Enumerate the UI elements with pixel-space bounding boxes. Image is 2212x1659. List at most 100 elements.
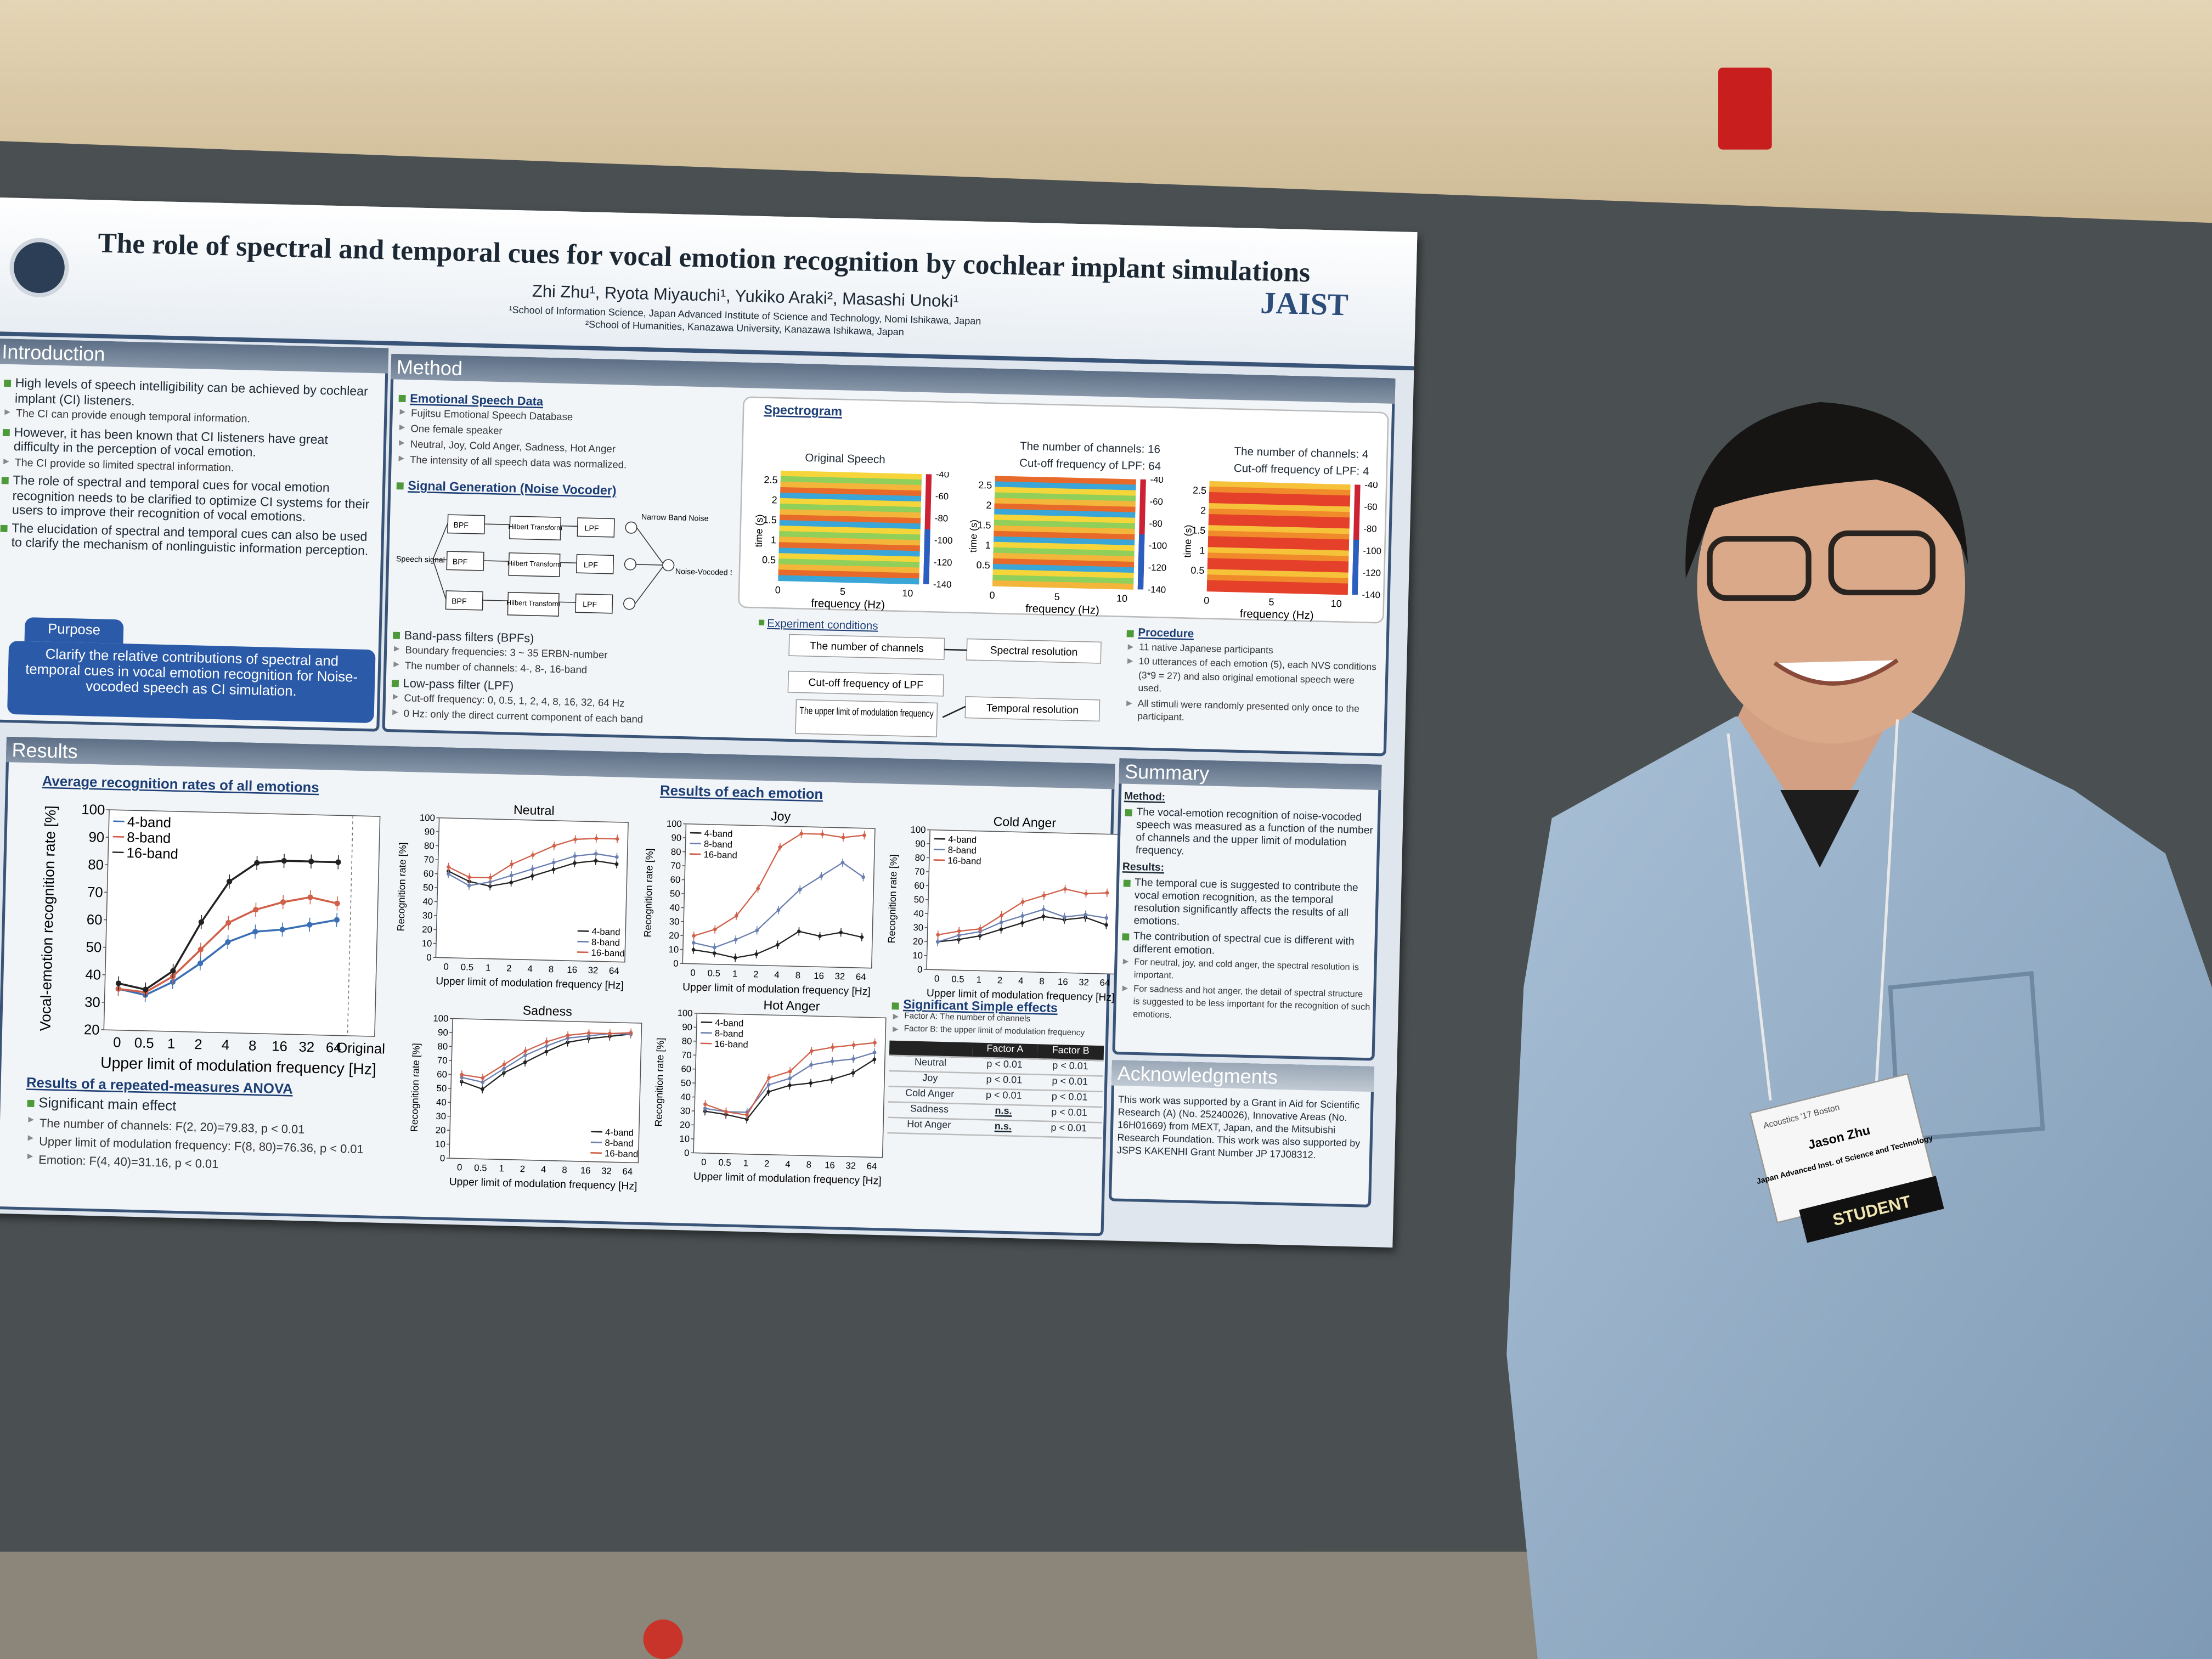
spectrogram-band [780,487,922,496]
y-axis-label: Recognition rate [%] [886,854,899,944]
column-header: Factor B [1037,1044,1104,1061]
x-tick-label: 64 [867,1161,877,1171]
data-point [143,986,149,992]
colorbar [923,529,930,585]
data-point [691,947,696,952]
data-point [488,876,493,880]
spectrogram-band [1209,481,1351,490]
label: Speech signal [396,554,445,564]
y-tick-label: 60 [87,912,103,928]
x-tick-label: 32 [845,1160,856,1171]
bullet [758,619,765,625]
y-tick-label: 100 [910,825,926,836]
data-point [872,1051,877,1054]
x-tick-label: 16 [272,1039,287,1054]
spectrogram-band [1208,525,1350,535]
y-tick-label: 0 [673,958,679,969]
anova: Results of a repeated-measures ANOVA Sign… [24,1076,421,1177]
y-tick-label: 60 [437,1069,447,1080]
y-tick-label: 70 [437,1055,448,1065]
lanyard [1875,719,1899,1087]
x-tick-label: 16 [580,1165,591,1176]
data-point [594,851,598,856]
data-point [531,853,535,857]
data-point [446,872,450,876]
x-tick-label: Original [336,1040,385,1057]
data-point [820,832,825,836]
y-tick-label: 80 [88,857,104,873]
data-point [1020,900,1025,904]
table-cell: p < 0.01 [1036,1090,1103,1108]
x-tick-label: 2 [753,969,759,979]
tick-label: 1.5 [977,520,991,531]
x-tick-label: 8 [795,970,800,980]
x-tick-label: 4 [774,969,780,980]
y-tick-label: 20 [84,1022,100,1038]
x-tick-label: 8 [806,1159,811,1170]
y-tick-label: 50 [436,1083,447,1093]
y-tick-label: 80 [437,1041,448,1052]
tick-label: 0 [989,590,995,601]
x-axis-label: Upper limit of modulation frequency [Hz] [449,1176,637,1192]
table-cell: p < 0.01 [971,1073,1037,1090]
y-tick-label: 80 [682,1036,692,1046]
x-tick-label: 0.5 [474,1163,487,1173]
spectrogram-band [779,526,921,535]
legend-swatch [690,842,701,845]
y-tick-label: 0 [426,952,432,963]
y-tick-label: 70 [424,854,434,865]
x-tick-label: 2 [764,1158,770,1169]
data-point [691,941,696,945]
x-axis-label: Upper limit of modulation frequency [Hz] [693,1171,882,1187]
data-point [873,1041,877,1045]
y-tick-label: 90 [915,838,926,849]
legend-label: 8-band [591,937,620,948]
data-point [831,1045,835,1049]
spectrogram-band [780,509,921,519]
x-tick-label: 32 [601,1166,612,1176]
table-cell: n.s. [970,1104,1036,1121]
x-tick-label: 1 [486,962,491,973]
data-point [713,927,717,932]
data-point [712,951,716,955]
data-point [614,862,619,866]
tick-label: 1 [1199,545,1205,556]
tick-label: -40 [1150,474,1164,485]
spectrogram-band [778,542,921,552]
tick-label: -80 [1149,518,1163,529]
x-tick-label: 2 [997,975,1003,985]
tick-label: -140 [933,579,952,590]
spectrogram-band [778,548,920,557]
spectrogram-band [1209,503,1350,513]
data-point [1041,915,1046,918]
legend-label: 16-band [605,1148,639,1159]
data-point [307,894,313,900]
y-tick-label: 40 [436,1097,447,1108]
table-cell: p < 0.01 [1035,1121,1102,1138]
tick-label: 2 [986,500,992,511]
wire [482,600,509,601]
data-point [509,881,514,884]
spectrogram-band [993,541,1135,551]
block [447,514,486,534]
data-point [809,1081,813,1085]
data-point [615,855,619,859]
condition-box [787,670,944,697]
label: BPF [453,557,468,566]
data-point [226,878,233,884]
chart-title: Hot Anger [763,998,820,1014]
legend-label: 8-band [704,839,732,850]
data-point [225,939,231,945]
table-cell: Sadness [888,1102,971,1120]
chart: 20 30 40 50 60 70 80 90 100 0 0.5 1 2 4 8 16 32 64Origina… [37,802,385,1078]
data-point [1105,891,1109,895]
wire [560,562,577,563]
y-tick-label: 40 [422,896,433,907]
tick-label: 1 [985,540,991,551]
spectrogram-band [780,476,922,486]
legend-label: 16-band [126,845,178,862]
data-point [713,945,716,950]
data-point [510,862,514,866]
y-tick-label: 30 [436,1111,446,1121]
